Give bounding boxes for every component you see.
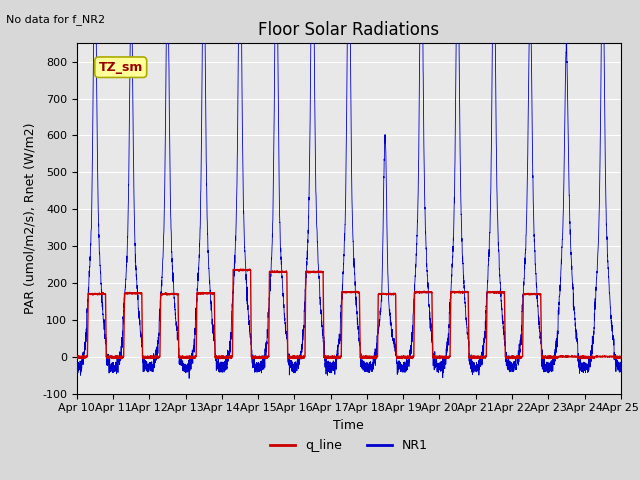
Legend: q_line, NR1: q_line, NR1 [265,434,433,457]
Y-axis label: PAR (umol/m2/s), Rnet (W/m2): PAR (umol/m2/s), Rnet (W/m2) [24,123,36,314]
Title: Floor Solar Radiations: Floor Solar Radiations [258,21,440,39]
Text: No data for f_NR2: No data for f_NR2 [6,14,106,25]
Text: TZ_sm: TZ_sm [99,61,143,74]
X-axis label: Time: Time [333,419,364,432]
